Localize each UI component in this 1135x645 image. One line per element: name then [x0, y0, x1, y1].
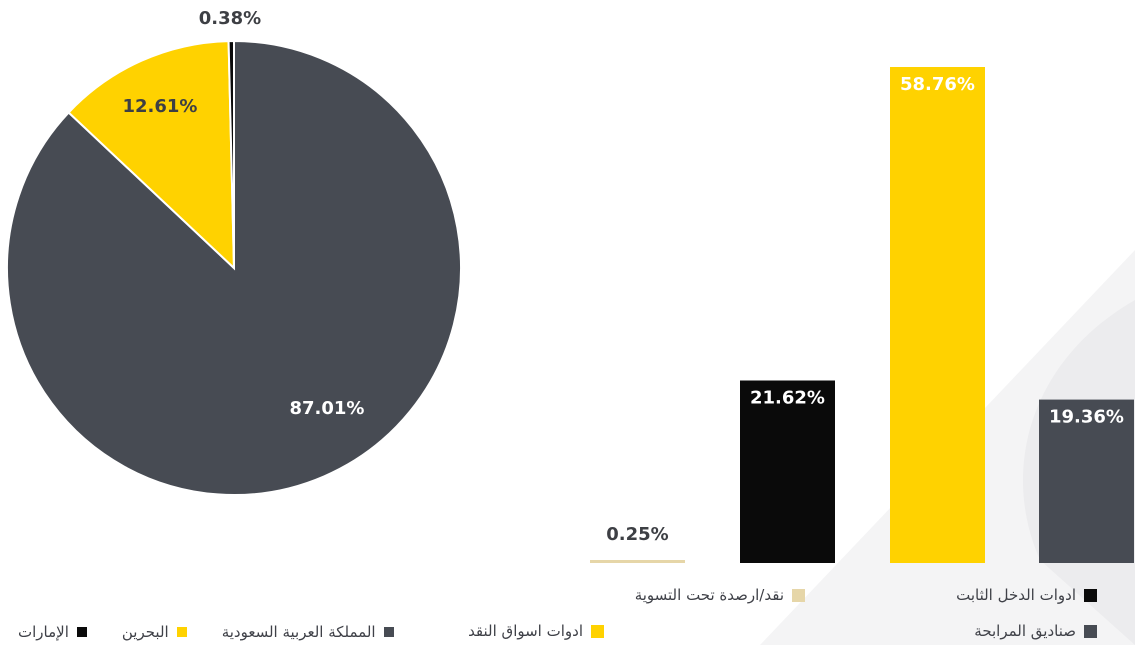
legend-swatch-murabaha	[1084, 624, 1097, 638]
legend-label-murabaha: صناديق المرابحة	[974, 622, 1076, 640]
pie-slice	[227, 39, 235, 269]
bar-value-label: 21.62%	[750, 388, 825, 409]
pie-slice-label: 12.61%	[123, 96, 198, 117]
pie-legend: المملكة العربية السعودية البحرين الإمارا…	[18, 623, 394, 641]
pie-slice-label: 0.38%	[199, 8, 261, 29]
legend-label-fixed-income: ادوات الدخل الثابت	[956, 586, 1076, 604]
bar	[1039, 399, 1134, 563]
legend-swatch-fixed-income	[1084, 588, 1097, 602]
bar-value-label: 19.36%	[1049, 407, 1124, 428]
legend-swatch-saudi	[383, 627, 394, 637]
bar-value-label: 0.25%	[606, 524, 668, 545]
legend-label-uae: الإمارات	[18, 623, 69, 641]
legend-swatch-cash	[792, 588, 805, 602]
legend-item-bahrain: البحرين	[122, 623, 187, 641]
legend-swatch-bahrain	[176, 627, 187, 637]
legend-label-bahrain: البحرين	[121, 623, 169, 641]
legend-label-cash: نقد/ارصدة تحت التسوية	[634, 586, 784, 604]
legend-swatch-uae	[76, 627, 87, 637]
bar	[740, 380, 835, 563]
legend-label-saudi: المملكة العربية السعودية	[221, 623, 376, 641]
legend-item-saudi: المملكة العربية السعودية	[222, 623, 394, 641]
bar-legend-murabaha: صناديق المرابحة	[974, 622, 1097, 640]
pie-slice-label: 87.01%	[290, 398, 365, 419]
bar	[590, 560, 685, 563]
bar-legend-cash: نقد/ارصدة تحت التسوية	[635, 586, 805, 604]
bar-value-label: 58.76%	[900, 74, 975, 95]
bar-legend-fixed-income: ادوات الدخل الثابت	[956, 586, 1097, 604]
legend-item-uae: الإمارات	[18, 623, 87, 641]
bar-legend-money-market: ادوات اسواق النقد	[468, 622, 604, 640]
legend-label-money-market: ادوات اسواق النقد	[468, 622, 583, 640]
legend-swatch-money-market	[591, 624, 604, 638]
bar	[890, 67, 985, 563]
pie-slice	[67, 40, 236, 271]
